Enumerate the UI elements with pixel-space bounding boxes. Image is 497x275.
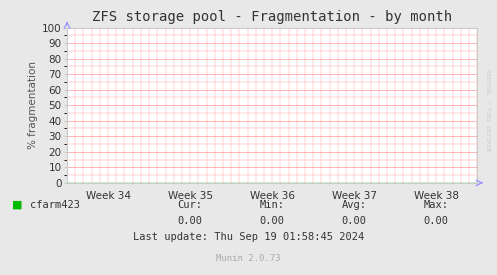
Text: Cur:: Cur:	[177, 200, 203, 210]
Text: Min:: Min:	[259, 200, 285, 210]
Title: ZFS storage pool - Fragmentation - by month: ZFS storage pool - Fragmentation - by mo…	[92, 10, 452, 24]
Text: 0.00: 0.00	[259, 216, 285, 226]
Text: Max:: Max:	[423, 200, 449, 210]
Text: Week 35: Week 35	[167, 191, 213, 201]
Text: 0.00: 0.00	[341, 216, 367, 226]
Text: Last update: Thu Sep 19 01:58:45 2024: Last update: Thu Sep 19 01:58:45 2024	[133, 232, 364, 241]
Text: 0.00: 0.00	[177, 216, 203, 226]
Text: Week 37: Week 37	[331, 191, 377, 201]
Text: Week 36: Week 36	[249, 191, 295, 201]
Text: Week 38: Week 38	[414, 191, 459, 201]
Text: ■: ■	[12, 200, 23, 210]
Text: Munin 2.0.73: Munin 2.0.73	[216, 254, 281, 263]
Y-axis label: % fragmentation: % fragmentation	[28, 61, 38, 149]
Text: Avg:: Avg:	[341, 200, 367, 210]
Text: cfarm423: cfarm423	[30, 200, 80, 210]
Text: RRDTOOL / TOBI OETIKER: RRDTOOL / TOBI OETIKER	[486, 69, 491, 151]
Text: Week 34: Week 34	[85, 191, 131, 201]
Text: 0.00: 0.00	[423, 216, 449, 226]
